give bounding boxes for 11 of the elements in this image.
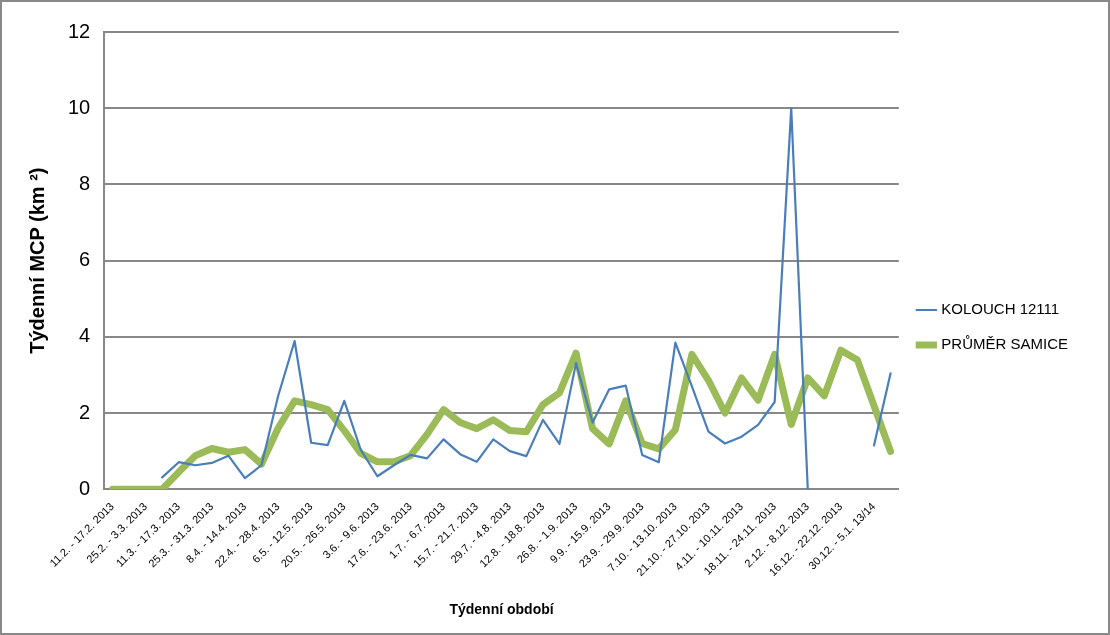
y-tick-label: 2: [79, 400, 91, 423]
y-tick-label: 10: [68, 95, 91, 118]
legend-label: KOLOUCH 12111: [941, 300, 1060, 318]
y-tick-label: 4: [79, 324, 91, 347]
y-tick-label: 8: [79, 171, 91, 194]
legend-label: PRŮMĚR SAMICE: [941, 335, 1069, 353]
y-tick-label: 12: [68, 19, 91, 42]
y-axis-title: Týdenní MCP (km ²): [25, 167, 48, 354]
y-tick-label: 6: [79, 248, 91, 271]
x-axis-title: Týdenní období: [449, 601, 555, 618]
y-tick-label: 0: [79, 476, 91, 499]
